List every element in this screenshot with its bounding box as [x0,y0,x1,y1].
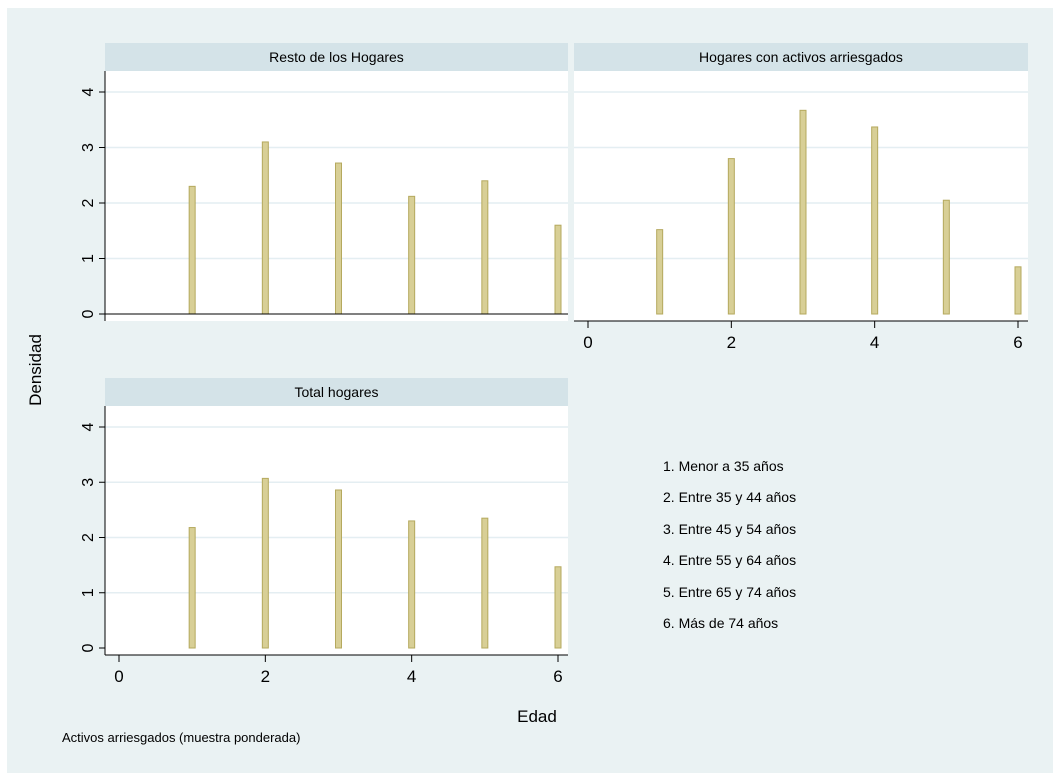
x-tick-label: 4 [407,667,416,686]
bar [871,126,879,315]
bar [188,185,196,315]
legend: 1. Menor a 35 años 2. Entre 35 y 44 años… [663,458,796,631]
x-tick-label: 0 [583,333,592,352]
bar [727,158,735,315]
y-axis-title: Densidad [26,334,45,406]
x-tick-label: 2 [727,333,736,352]
bar [188,527,196,649]
panel-header [105,43,568,71]
bar [335,162,342,315]
bar [656,229,664,315]
y-tick-label: 4 [80,87,97,96]
panel-1: Resto de los Hogares 0 1 2 3 4 [80,43,568,321]
chart-svg: Densidad Edad Activos arriesgados (muest… [26,43,1028,745]
bar [942,199,950,315]
y-tick-label: 2 [80,198,97,207]
y-tick-label: 0 [80,643,97,652]
bar [554,224,562,315]
bar [799,109,807,315]
x-tick-label: 2 [261,667,270,686]
chart-figure: Densidad Edad Activos arriesgados (muest… [7,8,1053,773]
panel-title: Hogares con activos arriesgados [699,49,903,65]
y-tick-label: 3 [80,478,97,487]
y-tick-label: 0 [80,309,97,318]
panel-title: Resto de los Hogares [269,49,404,65]
y-tick-label: 1 [80,254,97,263]
panel-title: Total hogares [294,384,378,400]
legend-item: 5. Entre 65 y 74 años [663,584,796,600]
legend-item: 3. Entre 45 y 54 años [663,521,796,537]
bar [1014,266,1022,315]
legend-item: 4. Entre 55 y 64 años [663,552,796,568]
y-tick-label: 2 [80,533,97,542]
panel-header [105,378,568,406]
panel-header [574,43,1028,71]
legend-item: 1. Menor a 35 años [663,458,784,474]
bar [481,517,489,649]
y-tick-label: 1 [80,588,97,597]
bar [481,180,489,315]
bar [261,477,269,649]
bar [335,489,342,649]
y-tick-label: 3 [80,143,97,152]
x-tick-label: 4 [870,333,879,352]
x-tick-label: 0 [114,667,123,686]
x-tick-label: 6 [1013,333,1022,352]
bar [408,520,416,649]
x-axis-title: Edad [517,707,557,726]
bar [408,195,416,315]
bar [261,141,269,315]
panel-3: Total hogares 0 1 2 3 4 0 2 4 6 [80,378,568,686]
bar [554,566,562,649]
y-tick-label: 4 [80,422,97,431]
legend-item: 2. Entre 35 y 44 años [663,489,796,505]
figure-note: Activos arriesgados (muestra ponderada) [62,730,300,745]
legend-item: 6. Más de 74 años [663,615,778,631]
panel-2: Hogares con activos arriesgados 0 2 4 6 [574,43,1028,352]
x-tick-label: 6 [553,667,562,686]
